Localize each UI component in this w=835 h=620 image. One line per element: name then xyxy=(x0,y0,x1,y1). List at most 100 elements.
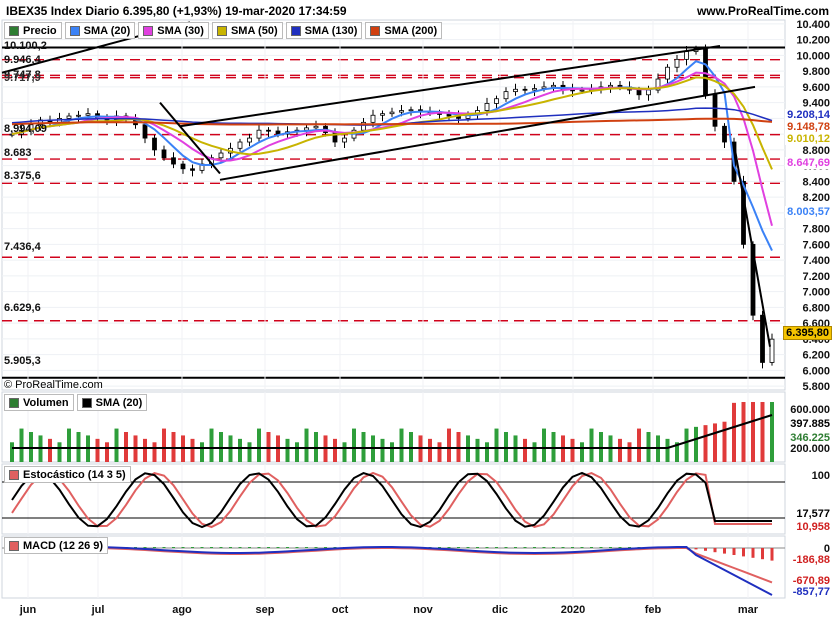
legend-volumen[interactable]: Volumen xyxy=(4,394,74,411)
macd-hist-bar xyxy=(723,548,726,554)
y-tick-label: 6.800 xyxy=(802,302,830,314)
macd-hist-bar xyxy=(533,547,536,548)
volume-bar xyxy=(200,442,204,462)
volume-bar xyxy=(48,438,52,462)
legend-stochastic[interactable]: Estocástico (14 3 5) xyxy=(4,466,131,483)
macd-hist-bar xyxy=(495,547,498,548)
level-label: 6.629,6 xyxy=(4,302,41,314)
y-tick-label: 7.800 xyxy=(802,224,830,236)
macd-hist-bar xyxy=(267,547,270,548)
volume-bar xyxy=(475,438,480,462)
panel-frame xyxy=(1,19,786,391)
x-tick-label: 2020 xyxy=(561,604,585,616)
macd-hist-bar xyxy=(172,547,175,548)
volume-bar xyxy=(342,442,347,462)
level-label: 8.683 xyxy=(4,147,32,159)
legend-sma-20[interactable]: SMA (20) xyxy=(64,22,136,39)
macd-hist-bar xyxy=(523,547,527,548)
candle xyxy=(636,89,642,96)
macd-hist-bar xyxy=(305,547,308,548)
candle xyxy=(608,84,613,88)
legend-swatch xyxy=(370,25,381,36)
legend-swatch xyxy=(143,25,154,36)
legend-swatch xyxy=(9,397,19,408)
candle xyxy=(494,98,499,104)
y-tick-label: 9.800 xyxy=(802,66,830,78)
y-tick-label: 10.400 xyxy=(796,19,830,31)
candle xyxy=(218,152,224,159)
volume-bar xyxy=(57,442,62,462)
macd-hist-bar xyxy=(286,547,289,548)
y-tick-label: 8.800 xyxy=(802,145,830,157)
stoch-k-line xyxy=(11,471,772,529)
sma-200-line xyxy=(11,117,773,126)
x-tick-label: oct xyxy=(332,604,349,616)
volume-bar xyxy=(437,442,442,462)
candle xyxy=(760,314,765,363)
volume-bar xyxy=(114,428,119,462)
x-tick-label: jul xyxy=(91,604,105,616)
x-tick-label: feb xyxy=(645,604,662,616)
legend-sma-30[interactable]: SMA (30) xyxy=(138,22,209,39)
legend-volume-sma[interactable]: SMA (20) xyxy=(76,394,148,411)
candle xyxy=(171,157,176,165)
y-tick-label: 7.600 xyxy=(802,239,830,251)
candle xyxy=(769,338,775,363)
macd-hist-bar xyxy=(571,547,574,548)
level-label: 10.100,2 xyxy=(4,40,47,52)
candle xyxy=(408,109,414,112)
volume-bar xyxy=(665,438,670,462)
volume-bar xyxy=(67,428,71,462)
candle xyxy=(66,115,72,119)
level-label: 7.436,4 xyxy=(4,241,41,253)
y-tick-label: 10.000 xyxy=(796,50,830,62)
volume-sma-line xyxy=(12,414,773,449)
volume-bar xyxy=(751,402,755,462)
candle xyxy=(712,94,718,127)
macd-hist-bar xyxy=(153,547,156,548)
macd-hist-bar xyxy=(599,547,603,548)
level-label: 8.994,09 xyxy=(4,123,47,135)
level-label: 8.375,6 xyxy=(4,170,41,182)
candle xyxy=(532,88,537,91)
macd-hist-bar xyxy=(248,547,251,548)
legend-precio[interactable]: Precio xyxy=(4,22,62,39)
macd-hist-bar xyxy=(542,547,546,548)
macd-hist-bar xyxy=(324,547,327,548)
macd-hist-bar xyxy=(457,547,460,548)
site-label[interactable]: www.ProRealTime.com xyxy=(696,4,829,18)
volume-bar xyxy=(770,402,774,462)
volume-bar xyxy=(722,421,727,462)
candle xyxy=(142,124,148,139)
tag-stoch-k: 17,577 xyxy=(794,508,832,520)
macd-hist-bar xyxy=(181,547,185,548)
candle xyxy=(579,89,585,92)
candle xyxy=(152,137,157,151)
volume-bar xyxy=(580,442,584,462)
candle xyxy=(703,48,708,96)
volume-bar xyxy=(352,428,356,462)
tag-sma-130: 9.208,14 xyxy=(785,109,832,121)
macd-legend: MACD (12 26 9) xyxy=(4,537,109,554)
panel-frame xyxy=(1,535,786,599)
volume-bar xyxy=(304,428,309,462)
legend-sma-200[interactable]: SMA (200) xyxy=(365,22,443,39)
macd-hist-bar xyxy=(200,547,204,548)
volume-bar xyxy=(694,426,698,462)
volume-bar xyxy=(523,438,527,462)
volume-bar xyxy=(485,442,489,462)
price-legend: Precio SMA (20) SMA (30) SMA (50) SMA (1… xyxy=(4,22,443,39)
macd-hist-bar xyxy=(514,547,517,548)
candle xyxy=(266,129,271,132)
legend-sma-130[interactable]: SMA (130) xyxy=(285,22,363,39)
candle xyxy=(190,168,195,171)
y-tick-label: 8.400 xyxy=(802,176,830,188)
candle xyxy=(522,88,528,91)
legend-sma-50[interactable]: SMA (50) xyxy=(211,22,283,39)
macd-hist-bar xyxy=(162,547,166,548)
candle xyxy=(342,137,347,143)
legend-macd[interactable]: MACD (12 26 9) xyxy=(4,537,109,554)
volume-bar xyxy=(675,442,679,462)
macd-hist-bar xyxy=(694,548,698,550)
volume-bar xyxy=(380,438,385,462)
